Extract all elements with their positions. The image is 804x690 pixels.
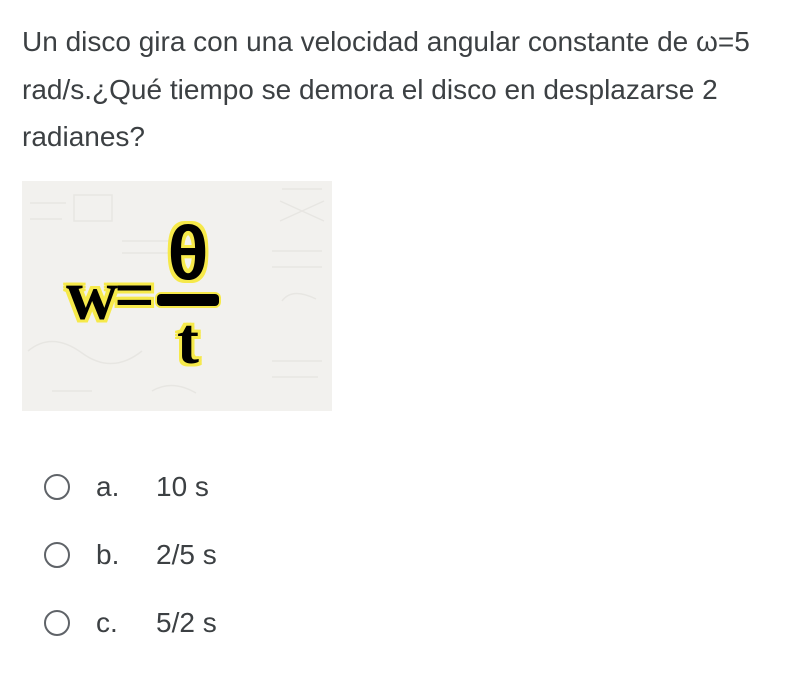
option-letter: a. (96, 471, 130, 503)
options-group: a. 10 s b. 2/5 s c. 5/2 s (22, 471, 782, 639)
radio-icon (44, 542, 70, 568)
formula-numerator: θ (167, 220, 208, 288)
option-letter: c. (96, 607, 130, 639)
option-letter: b. (96, 539, 130, 571)
option-b[interactable]: b. 2/5 s (44, 539, 782, 571)
radio-icon (44, 474, 70, 500)
formula-equation: w= θ t (66, 220, 219, 372)
radio-icon (44, 610, 70, 636)
question-text: Un disco gira con una velocidad angular … (22, 18, 782, 161)
formula-denominator: t (177, 312, 199, 371)
formula-lhs: w= (66, 254, 151, 337)
formula-image: w= θ t (22, 181, 332, 411)
option-a[interactable]: a. 10 s (44, 471, 782, 503)
option-text: 10 s (156, 471, 209, 503)
formula-fraction: θ t (157, 220, 219, 372)
option-c[interactable]: c. 5/2 s (44, 607, 782, 639)
option-text: 5/2 s (156, 607, 217, 639)
option-text: 2/5 s (156, 539, 217, 571)
